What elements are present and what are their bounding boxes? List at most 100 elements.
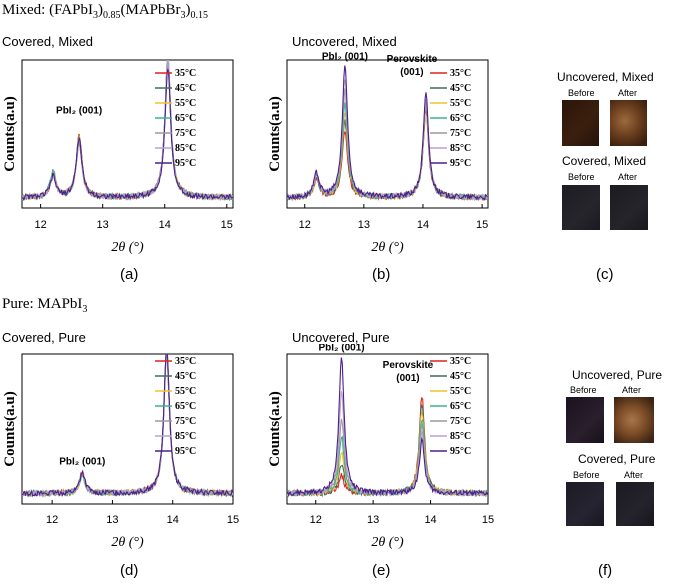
legend-label-85: 85°C bbox=[450, 143, 471, 154]
series-line-65 bbox=[22, 354, 233, 498]
legend-label-75: 75°C bbox=[175, 128, 196, 139]
x-tick-label: 14 bbox=[417, 219, 429, 231]
panel-title-e: Uncovered, Pure bbox=[292, 330, 390, 345]
section-title-pure-sub: 3 bbox=[82, 304, 88, 315]
photo-label-after: After bbox=[622, 385, 642, 395]
legend-label-95: 95°C bbox=[450, 158, 471, 169]
x-axis-label: 2θ (°) bbox=[111, 535, 144, 550]
legend-label-65: 65°C bbox=[175, 401, 196, 412]
panel-label-e: (e) bbox=[372, 562, 391, 579]
peak-annotation: Perovskite bbox=[387, 54, 438, 65]
legend-label-35: 35°C bbox=[175, 68, 196, 79]
sample-photo-mixed-uncovered-before bbox=[562, 100, 599, 146]
peak-annotation: PbI₂ (001) bbox=[59, 457, 105, 468]
peak-annotation: PbI₂ (001) bbox=[322, 51, 368, 62]
legend-label-55: 55°C bbox=[450, 386, 471, 397]
section-title-mixed-sub: 0.15 bbox=[190, 10, 209, 21]
section-title-pure-part: Pure: MAPbI bbox=[2, 296, 83, 312]
section-title-mixed-part: ) bbox=[97, 2, 103, 18]
xrd-chart-a: 12 13 14 15 Counts(a.u) 2θ (°) 35°C 45°C 55°C 65°… bbox=[2, 59, 234, 255]
plot-frame bbox=[286, 353, 489, 505]
section-title-mixed-part: ) bbox=[185, 2, 191, 18]
series-line-95 bbox=[22, 354, 233, 498]
photo-title-f-covered: Covered, Pure bbox=[578, 452, 656, 466]
legend-label-95: 95°C bbox=[450, 446, 471, 457]
legend-label-45: 45°C bbox=[450, 371, 471, 382]
sample-photo-mixed-covered-before bbox=[562, 185, 600, 230]
section-title-mixed-part: Mixed: (FAPbI bbox=[2, 2, 93, 18]
plot-frame bbox=[286, 59, 489, 209]
photo-label-after: After bbox=[624, 470, 644, 480]
x-tick-label: 13 bbox=[97, 219, 109, 231]
legend-label-95: 95°C bbox=[175, 158, 196, 169]
x-tick-label: 15 bbox=[221, 219, 233, 231]
series-line-75 bbox=[22, 60, 233, 202]
x-tick-label: 14 bbox=[159, 219, 171, 231]
x-axis-label: 2θ (°) bbox=[371, 535, 404, 550]
panel-label-d: (d) bbox=[120, 562, 139, 579]
legend-label-35: 35°C bbox=[450, 356, 471, 367]
series-line-35 bbox=[22, 60, 233, 202]
x-tick-label: 13 bbox=[358, 219, 370, 231]
sample-photo-mixed-uncovered-after bbox=[610, 100, 647, 146]
peak-annotation: PbI₂ (001) bbox=[56, 105, 102, 116]
legend-label-85: 85°C bbox=[175, 431, 196, 442]
series-line-45 bbox=[22, 354, 233, 498]
plot-frame bbox=[21, 59, 234, 209]
section-title-mixed-sub: 0.85 bbox=[102, 10, 121, 21]
legend-label-45: 45°C bbox=[175, 371, 196, 382]
y-axis-label: Counts(a.u) bbox=[2, 391, 18, 466]
panel-title-b: Uncovered, Mixed bbox=[292, 34, 397, 49]
photo-title-c-covered: Covered, Mixed bbox=[562, 154, 647, 168]
y-axis-label: Counts(a.u) bbox=[267, 391, 283, 466]
series-line-55 bbox=[22, 60, 233, 201]
legend-label-95: 95°C bbox=[175, 446, 196, 457]
photo-label-before: Before bbox=[568, 88, 595, 98]
legend-label-85: 85°C bbox=[175, 143, 196, 154]
x-axis-label: 2θ (°) bbox=[371, 240, 404, 255]
photo-label-after: After bbox=[618, 88, 638, 98]
series-line-55 bbox=[22, 354, 233, 498]
series-group bbox=[287, 357, 488, 498]
section-title-mixed-part: (MAPbBr bbox=[120, 2, 181, 18]
section-title-mixed-sub: 3 bbox=[180, 10, 186, 21]
xrd-chart-e: 12 13 14 15 Counts(a.u) 2θ (°) 35°C 45°C 55°C 65°… bbox=[267, 344, 494, 550]
series-line-95 bbox=[287, 357, 488, 498]
sample-photo-mixed-covered-after bbox=[610, 185, 648, 230]
legend-label-35: 35°C bbox=[175, 356, 196, 367]
section-title-mixed-sub: 3 bbox=[92, 10, 98, 21]
photo-title-f-uncovered: Uncovered, Pure bbox=[572, 368, 663, 382]
series-group bbox=[22, 354, 233, 498]
series-line-65 bbox=[22, 62, 233, 202]
series-group bbox=[287, 65, 488, 202]
y-axis-label: Counts(a.u) bbox=[267, 96, 283, 171]
legend-label-65: 65°C bbox=[175, 113, 196, 124]
photo-label-after: After bbox=[618, 172, 638, 182]
x-tick-label: 13 bbox=[106, 514, 118, 526]
series-line-95 bbox=[22, 68, 233, 201]
peak-annotation: PbI₂ (001) bbox=[318, 344, 364, 354]
x-tick-label: 13 bbox=[367, 514, 379, 526]
x-tick-label: 12 bbox=[299, 219, 311, 231]
section-title-mixed: Mixed: (FAPbI3)0.85(MAPbBr3)0.15 bbox=[2, 2, 208, 21]
panel-title-d: Covered, Pure bbox=[2, 330, 86, 345]
x-tick-label: 12 bbox=[34, 219, 46, 231]
photo-label-before: Before bbox=[570, 385, 597, 395]
photo-label-before: Before bbox=[568, 172, 595, 182]
legend-label-55: 55°C bbox=[175, 98, 196, 109]
photo-label-before: Before bbox=[573, 470, 600, 480]
panel-label-c: (c) bbox=[596, 266, 614, 283]
legend-label-45: 45°C bbox=[175, 83, 196, 94]
sample-photo-pure-uncovered-before bbox=[566, 397, 604, 443]
x-tick-label: 12 bbox=[310, 514, 322, 526]
peak-annotation-sub: (001) bbox=[400, 67, 423, 78]
y-axis-label: Counts(a.u) bbox=[2, 96, 18, 171]
x-axis-label: 2θ (°) bbox=[111, 240, 144, 255]
peak-annotation-sub: (001) bbox=[396, 373, 419, 384]
legend-label-75: 75°C bbox=[450, 416, 471, 427]
x-tick-label: 12 bbox=[46, 514, 58, 526]
peak-annotation: Perovskite bbox=[383, 360, 434, 371]
legend-label-65: 65°C bbox=[450, 401, 471, 412]
sample-photo-pure-covered-before bbox=[566, 482, 604, 526]
panel-label-b: (b) bbox=[372, 266, 391, 283]
